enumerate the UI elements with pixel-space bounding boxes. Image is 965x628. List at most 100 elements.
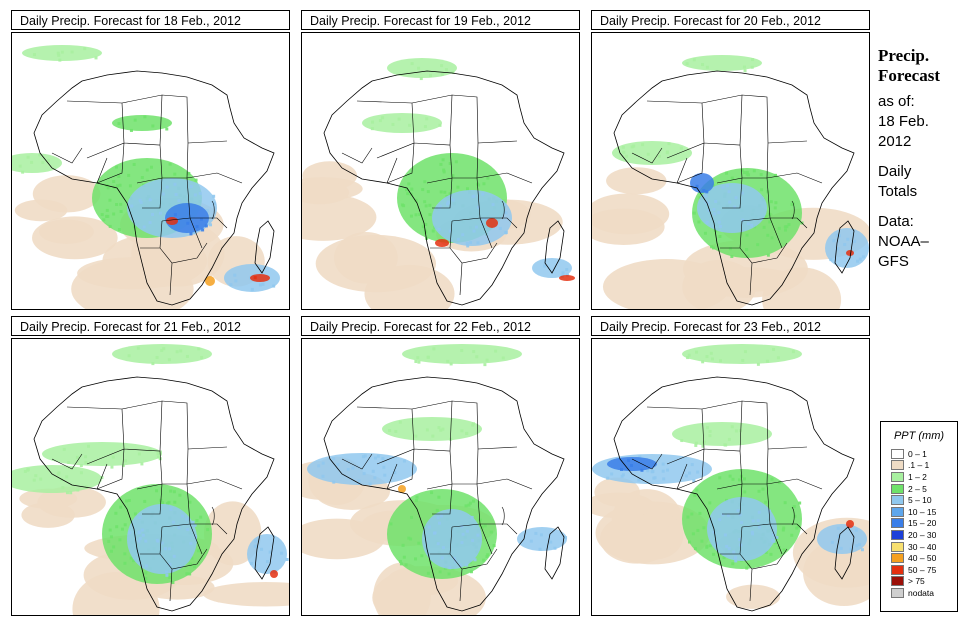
- precip-cell: [106, 186, 110, 190]
- precip-cell: [439, 514, 443, 518]
- precip-cell: [534, 531, 538, 535]
- precip-cell: [746, 254, 750, 258]
- precip-cell: [161, 501, 165, 505]
- precip-cell: [178, 493, 182, 497]
- precip-cell: [701, 63, 705, 67]
- precip-cell: [105, 208, 109, 212]
- precip-cell: [204, 224, 208, 228]
- precip-cell: [756, 243, 760, 247]
- precip-cell: [155, 489, 159, 493]
- precip-cell: [782, 548, 786, 552]
- precip-cell: [406, 192, 410, 196]
- precip-cell: [268, 550, 272, 554]
- madagascar-outline: [834, 526, 855, 580]
- madagascar-outline: [254, 526, 275, 580]
- precip-cell: [625, 154, 629, 158]
- precip-cell: [718, 225, 722, 229]
- precip-cell: [731, 477, 735, 481]
- precip-cell: [686, 515, 690, 519]
- precip-cell: [165, 127, 169, 131]
- precip-cell: [137, 539, 141, 543]
- precip-cell: [620, 467, 624, 471]
- precip-cell: [448, 192, 452, 196]
- precip-cell: [254, 539, 258, 543]
- precip-cell: [768, 220, 772, 224]
- precip-cell: [162, 347, 166, 351]
- precip-cell: [855, 544, 859, 548]
- info-title-2: Forecast: [878, 66, 940, 85]
- country-borders: [341, 94, 533, 296]
- precip-cell: [477, 183, 481, 187]
- legend-swatch: [891, 529, 904, 540]
- precip-cell: [750, 65, 754, 69]
- precip-cell: [646, 152, 650, 156]
- precip-cell: [188, 500, 192, 504]
- precip-cell: [121, 463, 125, 467]
- precip-cell: [438, 570, 442, 574]
- precip-cell: [428, 203, 432, 207]
- precip-cell: [693, 493, 697, 497]
- precip-cell: [67, 461, 71, 465]
- precip-cell: [456, 237, 460, 241]
- precip-cell: [621, 473, 625, 477]
- legend-item: 5 – 10: [881, 494, 957, 506]
- precip-cell: [791, 350, 795, 354]
- precip-cell: [696, 528, 700, 532]
- precip-cell: [482, 217, 486, 221]
- precip-cell: [460, 429, 464, 433]
- precip-cell: [188, 572, 192, 576]
- legend-item: nodata: [881, 587, 957, 599]
- precip-cell: [698, 511, 702, 515]
- precip-cell: [423, 200, 427, 204]
- precip-cell: [169, 507, 173, 511]
- precip-map-6: [592, 339, 869, 615]
- precip-cell: [110, 465, 114, 469]
- precip-cell: [167, 358, 171, 362]
- legend-label: 20 – 30: [908, 529, 937, 540]
- info-date: 18 Feb.: [878, 113, 929, 130]
- precip-cell: [830, 540, 834, 544]
- precip-cell: [472, 194, 476, 198]
- precip-cell: [229, 283, 233, 287]
- precip-cell: [757, 489, 761, 493]
- precip-cell: [165, 570, 169, 574]
- precip-cell: [705, 544, 709, 548]
- precip-area: [166, 217, 178, 225]
- precip-cell: [775, 535, 779, 539]
- precip-cell: [449, 362, 453, 366]
- precip-area: [250, 274, 270, 282]
- country-borders: [51, 400, 243, 602]
- precip-cell: [249, 561, 253, 565]
- precip-cell: [781, 528, 785, 532]
- precip-cell: [765, 359, 769, 363]
- precip-cell: [564, 536, 568, 540]
- precip-cell: [439, 162, 443, 166]
- precip-cell: [732, 550, 736, 554]
- precip-cell: [705, 65, 709, 69]
- precip-cell: [777, 545, 781, 549]
- precip-cell: [461, 532, 465, 536]
- legend-swatch: [891, 483, 904, 494]
- precip-cell: [209, 223, 213, 227]
- precip-cell: [61, 486, 65, 490]
- precip-cell: [727, 190, 731, 194]
- precip-cell: [680, 439, 684, 443]
- precip-cell: [141, 533, 145, 537]
- precip-cell: [425, 428, 429, 432]
- legend-swatch: [891, 541, 904, 552]
- precip-cell: [464, 504, 468, 508]
- precip-cell: [688, 540, 692, 544]
- precip-cell: [452, 556, 456, 560]
- coastline: [613, 70, 855, 306]
- precip-cell: [75, 455, 79, 459]
- precip-cell: [108, 198, 112, 202]
- precip-cell: [169, 489, 173, 493]
- precip-cell: [84, 460, 88, 464]
- precip-cell: [123, 561, 127, 565]
- precip-cell: [686, 356, 690, 360]
- precip-cell: [260, 547, 264, 551]
- precip-cell: [233, 273, 237, 277]
- precip-cell: [460, 525, 464, 529]
- precip-cell: [172, 554, 176, 558]
- precip-cell: [861, 255, 865, 259]
